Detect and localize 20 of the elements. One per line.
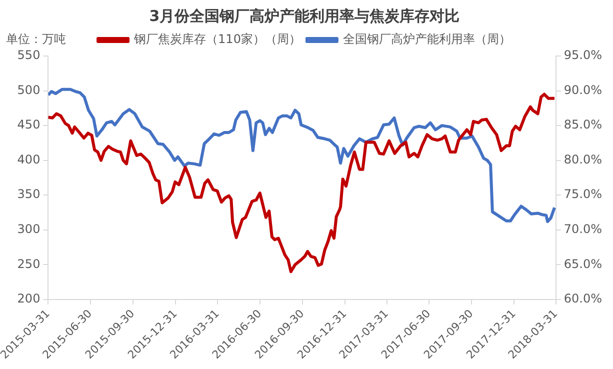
y2-tick-label: 60.0% <box>564 292 602 306</box>
y2-tick-label: 95.0% <box>564 48 602 62</box>
y-tick-label: 250 <box>17 256 40 271</box>
y-tick-label: 550 <box>17 48 40 62</box>
y-tick-label: 200 <box>17 292 40 306</box>
y2-tick-label: 65.0% <box>564 256 602 271</box>
y2-tick-label: 85.0% <box>564 118 602 132</box>
legend-label: 钢厂焦炭库存（110家）（周） <box>133 32 301 46</box>
y2-tick-label: 80.0% <box>564 152 602 166</box>
y2-tick-label: 90.0% <box>564 82 602 97</box>
y-tick-label: 500 <box>17 82 40 97</box>
chart-title: 3月份全国钢厂高炉产能利用率与焦炭库存对比 <box>149 6 460 25</box>
y-axis-title: 单位：万吨 <box>6 32 66 46</box>
y-tick-label: 400 <box>17 152 40 166</box>
y-tick-label: 450 <box>17 118 40 132</box>
y-tick-label: 350 <box>17 187 40 202</box>
y2-tick-label: 70.0% <box>564 222 602 236</box>
y-tick-label: 300 <box>17 222 40 236</box>
y2-tick-label: 75.0% <box>564 187 602 202</box>
legend-label: 全国钢厂高炉产能利用率（周） <box>342 32 511 46</box>
